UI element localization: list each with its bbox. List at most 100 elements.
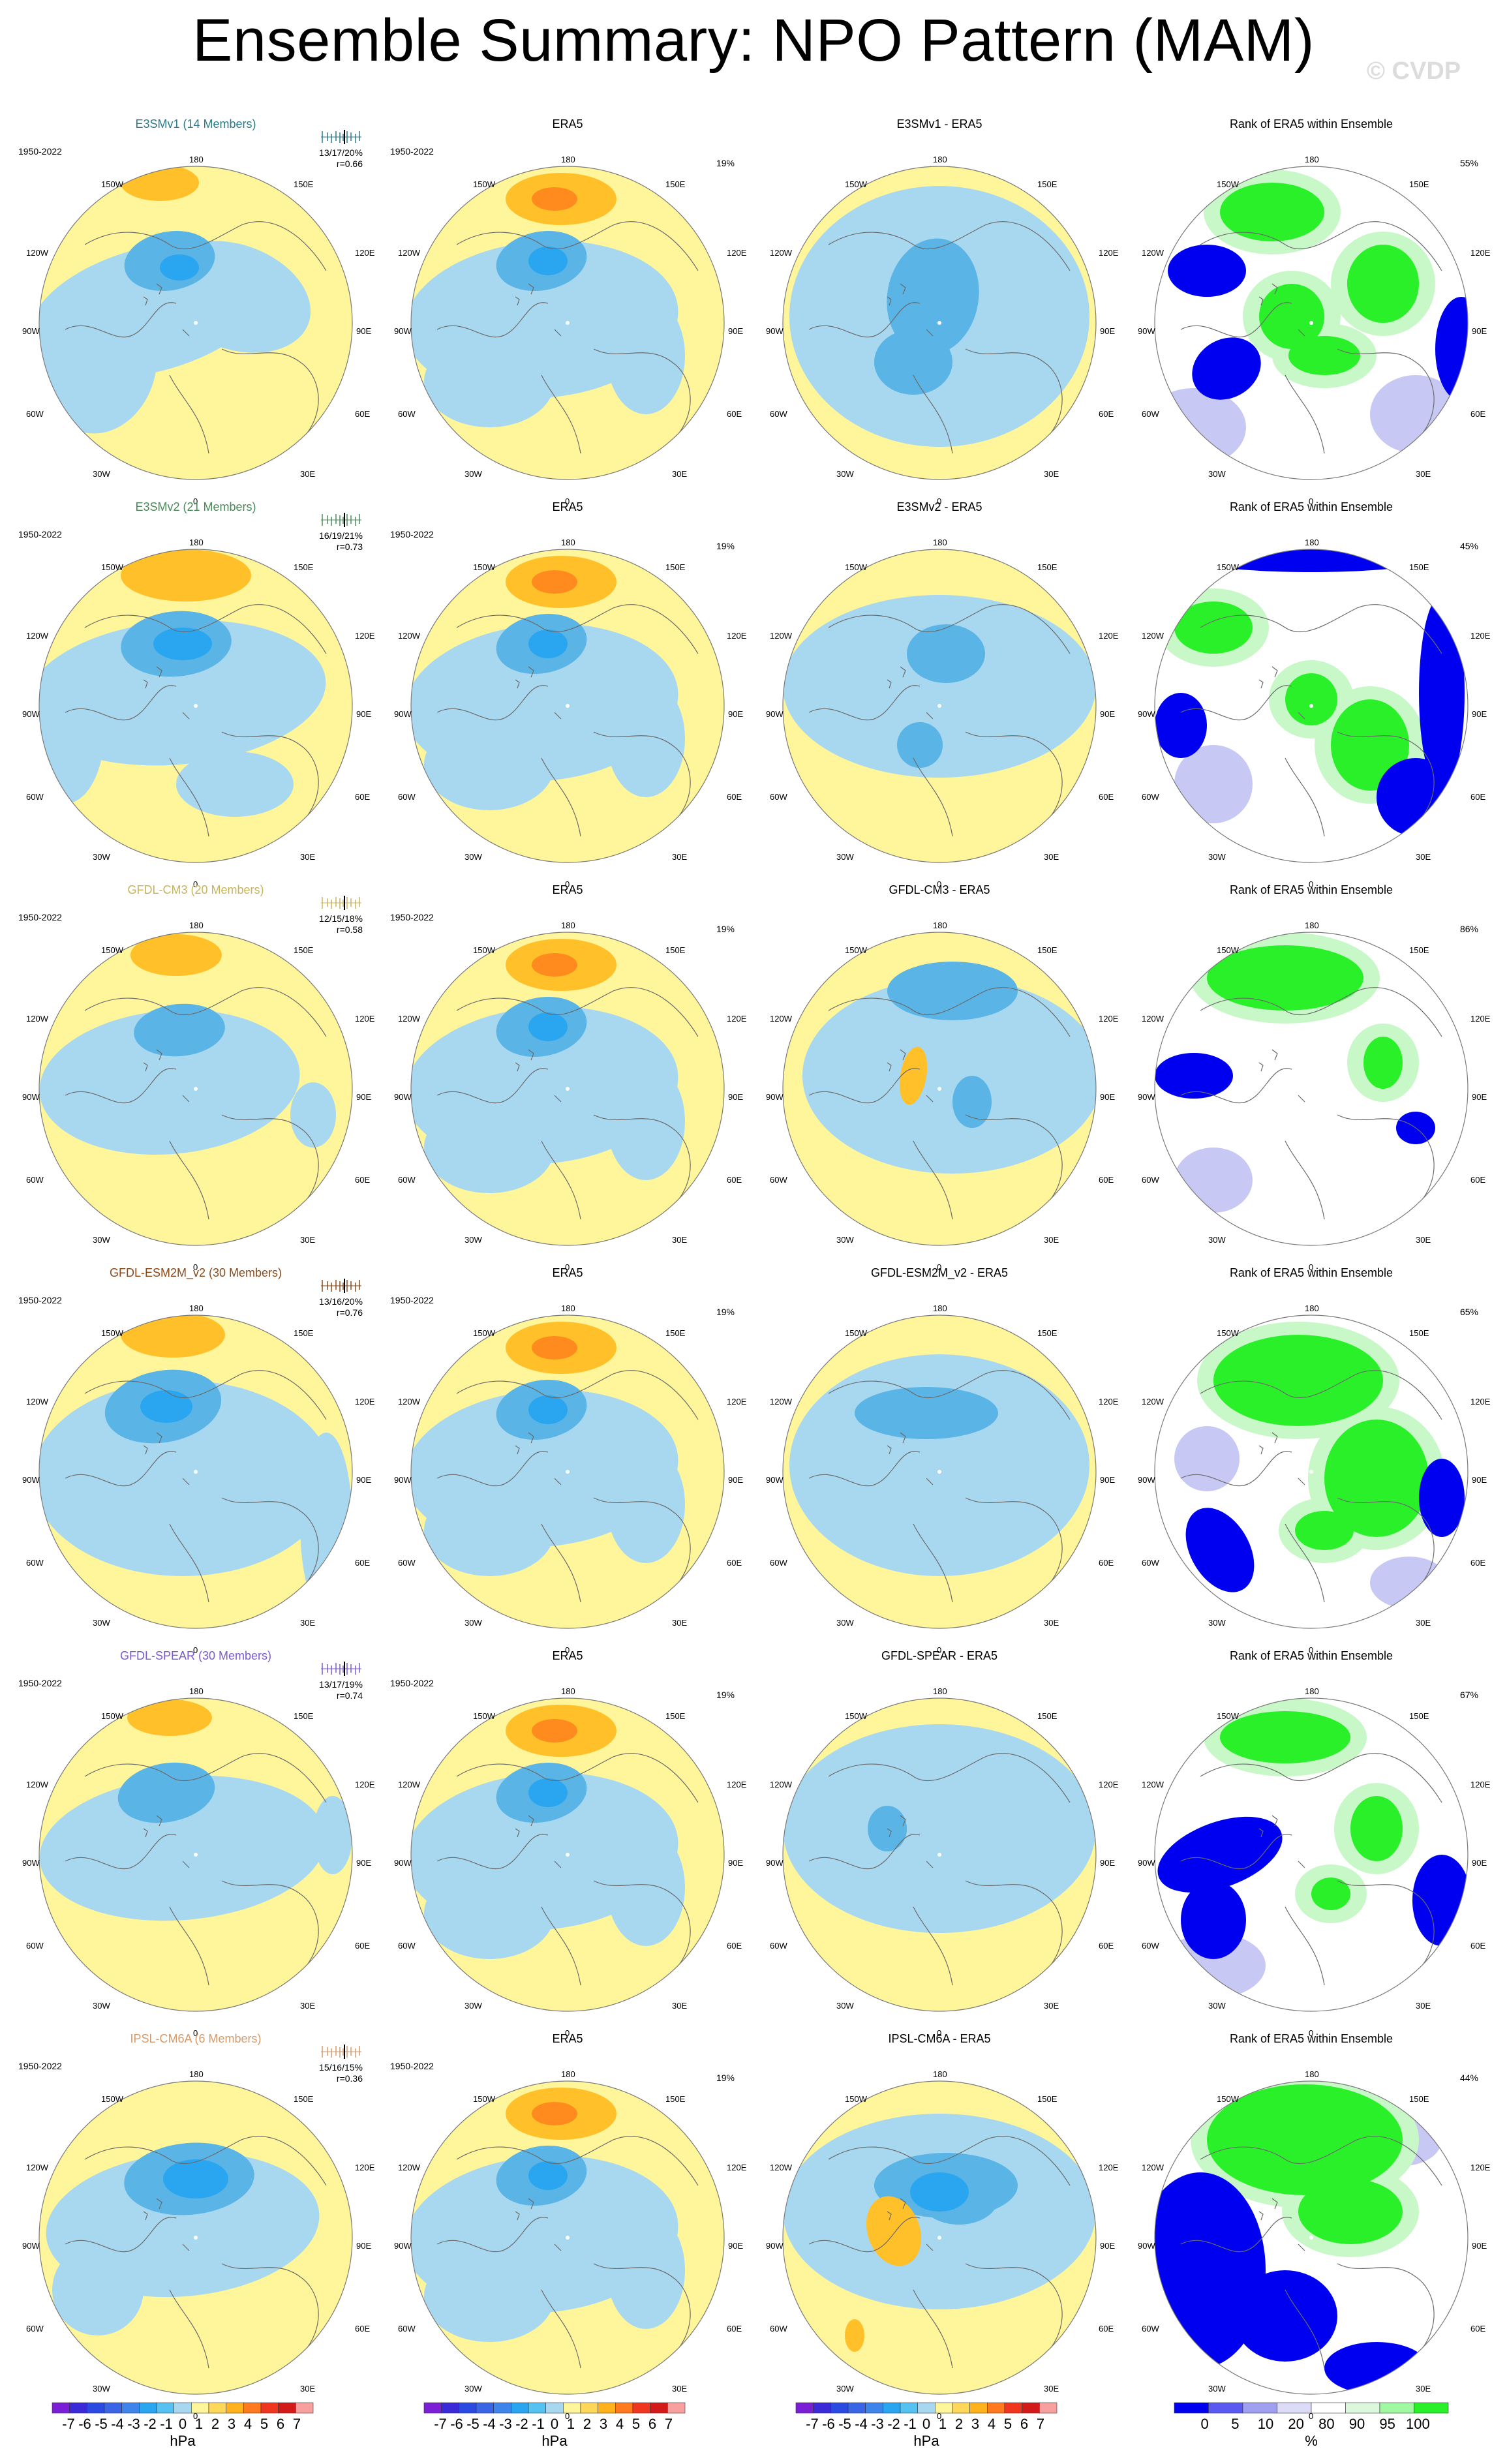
rank-title: Rank of ERA5 within Ensemble <box>1229 883 1393 896</box>
colorbar-tick-label: -7 <box>62 2416 75 2432</box>
colorbar-tick-label: 100 <box>1405 2416 1430 2432</box>
longitude-label: 90E <box>1100 2241 1116 2251</box>
longitude-label: 180 <box>561 538 575 547</box>
colorbar-tick-label: 5 <box>1003 2416 1012 2432</box>
map-outline <box>410 1697 725 2012</box>
rank-green-region <box>1324 1420 1429 1537</box>
longitude-label: 90W <box>394 709 412 719</box>
longitude-label: 120W <box>398 1014 420 1024</box>
rank-lavender-region <box>1155 388 1246 466</box>
negative-anomaly-peak <box>163 2159 228 2198</box>
coastline <box>808 987 1071 1220</box>
longitude-label: 120E <box>1099 631 1119 641</box>
rank-blue-region <box>1157 1816 1283 1893</box>
colorbar-tick-label: 6 <box>1020 2416 1029 2432</box>
longitude-label: 0 <box>193 2028 198 2038</box>
longitude-label: 120W <box>1142 1397 1164 1407</box>
longitude-label: 120W <box>770 2163 792 2172</box>
negative-anomaly-region <box>607 1829 685 1946</box>
longitude-label: 90E <box>1100 1475 1116 1485</box>
longitude-label: 150W <box>845 179 867 189</box>
difference-title: GFDL-SPEAR - ERA5 <box>881 1649 998 1662</box>
rank-map <box>1154 932 1469 1246</box>
observation-title: ERA5 <box>552 1649 583 1662</box>
longitude-label: 90E <box>1100 1092 1116 1102</box>
longitude-label: 60W <box>1142 1941 1159 1951</box>
longitude-label: 150W <box>1217 2094 1239 2104</box>
longitude-label: 90E <box>728 709 744 719</box>
longitude-label: 30W <box>1208 469 1226 479</box>
difference-title: GFDL-CM3 - ERA5 <box>889 883 990 896</box>
longitude-label: 60E <box>1470 792 1486 802</box>
colorbar-tick-label: -6 <box>822 2416 835 2432</box>
longitude-label: 30W <box>836 1618 854 1628</box>
coastline <box>65 987 327 1220</box>
negative-anomaly-region <box>424 2251 555 2342</box>
longitude-label: 60W <box>26 409 44 419</box>
longitude-label: 0 <box>1309 2028 1314 2038</box>
model-title: IPSL-CM6A (6 Members) <box>130 2032 262 2045</box>
colorbar-tick-label: 1 <box>194 2416 204 2432</box>
longitude-label: 150E <box>1409 1711 1429 1721</box>
map-outline <box>1154 166 1469 480</box>
longitude-label: 0 <box>937 1262 942 1272</box>
colorbar-tick-label: 4 <box>615 2416 624 2432</box>
diff-panel: 180 150W 150E 120W 120E 90W 90E 60W 60E 30W 30E 0 E3… <box>757 117 1122 506</box>
longitude-label: 60E <box>1470 409 1486 419</box>
colorbar-tick-label: 4 <box>987 2416 996 2432</box>
longitude-label: 60E <box>1099 409 1114 419</box>
negative-anomaly-core <box>855 1387 998 1439</box>
longitude-label: 150W <box>845 562 867 572</box>
longitude-label: 30W <box>836 1235 854 1245</box>
negative-anomaly-region <box>300 1433 352 1615</box>
obs-panel: 180 150W 150E 120W 120E 90W 90E 60W 60E 30W 30E 0 ER… <box>385 1266 750 1655</box>
longitude-label: 30E <box>1044 852 1059 862</box>
longitude-label: 30E <box>1416 1618 1431 1628</box>
colorbar-tick-label: 7 <box>292 2416 301 2432</box>
rank-title: Rank of ERA5 within Ensemble <box>1229 500 1393 513</box>
period-label: 1950-2022 <box>390 1295 434 1305</box>
longitude-label: 150W <box>845 2094 867 2104</box>
coastline <box>65 1753 327 1986</box>
rank-lavender-region <box>1174 1148 1253 1213</box>
variance-explained: 13/16/20% <box>319 1296 363 1307</box>
coastline <box>1180 1753 1442 1986</box>
rank-green-region <box>1207 2084 1403 2195</box>
colorbar-tick-label: -4 <box>483 2416 496 2432</box>
longitude-label: 0 <box>565 2028 570 2038</box>
map-outline <box>410 2080 725 2395</box>
model-panel: 180 150W 150E 120W 120E 90W 90E 60W 60E 30W 30E 0 IP… <box>13 2032 378 2421</box>
coastline <box>1180 2136 1442 2369</box>
longitude-label: 120W <box>26 1397 48 1407</box>
rank-map <box>1154 2080 1469 2395</box>
longitude-label: 120E <box>1470 1014 1491 1024</box>
negative-anomaly-region <box>783 595 1096 778</box>
coastline <box>436 221 699 454</box>
longitude-label: 30E <box>672 469 688 479</box>
colorbar-tick-label: -3 <box>871 2416 884 2432</box>
colorbar-tick-label: -5 <box>466 2416 480 2432</box>
longitude-label: 30E <box>300 2001 316 2011</box>
colorbar-tick-label: 3 <box>599 2416 608 2432</box>
longitude-label: 120E <box>727 1014 747 1024</box>
longitude-label: 0 <box>937 1645 942 1655</box>
difference-title: E3SMv2 - ERA5 <box>896 500 982 513</box>
variance-explained: 19% <box>716 1307 735 1317</box>
longitude-label: 0 <box>565 1262 570 1272</box>
longitude-label: 60W <box>1142 1558 1159 1568</box>
longitude-label: 150W <box>473 562 495 572</box>
positive-anomaly-peak <box>532 1336 577 1360</box>
rank-lavender-region <box>1174 1426 1240 1491</box>
positive-anomaly-region <box>899 1046 928 1105</box>
colorbar-unit: % <box>1305 2433 1318 2449</box>
period-label: 1950-2022 <box>18 2061 62 2071</box>
rank-title: Rank of ERA5 within Ensemble <box>1229 1266 1393 1279</box>
member-spread-icon <box>321 2045 361 2059</box>
member-spread-icon <box>321 513 361 527</box>
rank-blue-region <box>1155 693 1207 758</box>
map-outline <box>782 2080 1097 2395</box>
longitude-label: 180 <box>1305 538 1319 547</box>
rank-map <box>1154 166 1469 480</box>
longitude-label: 30E <box>672 1618 688 1628</box>
rank-blue-region <box>1233 2270 1337 2362</box>
